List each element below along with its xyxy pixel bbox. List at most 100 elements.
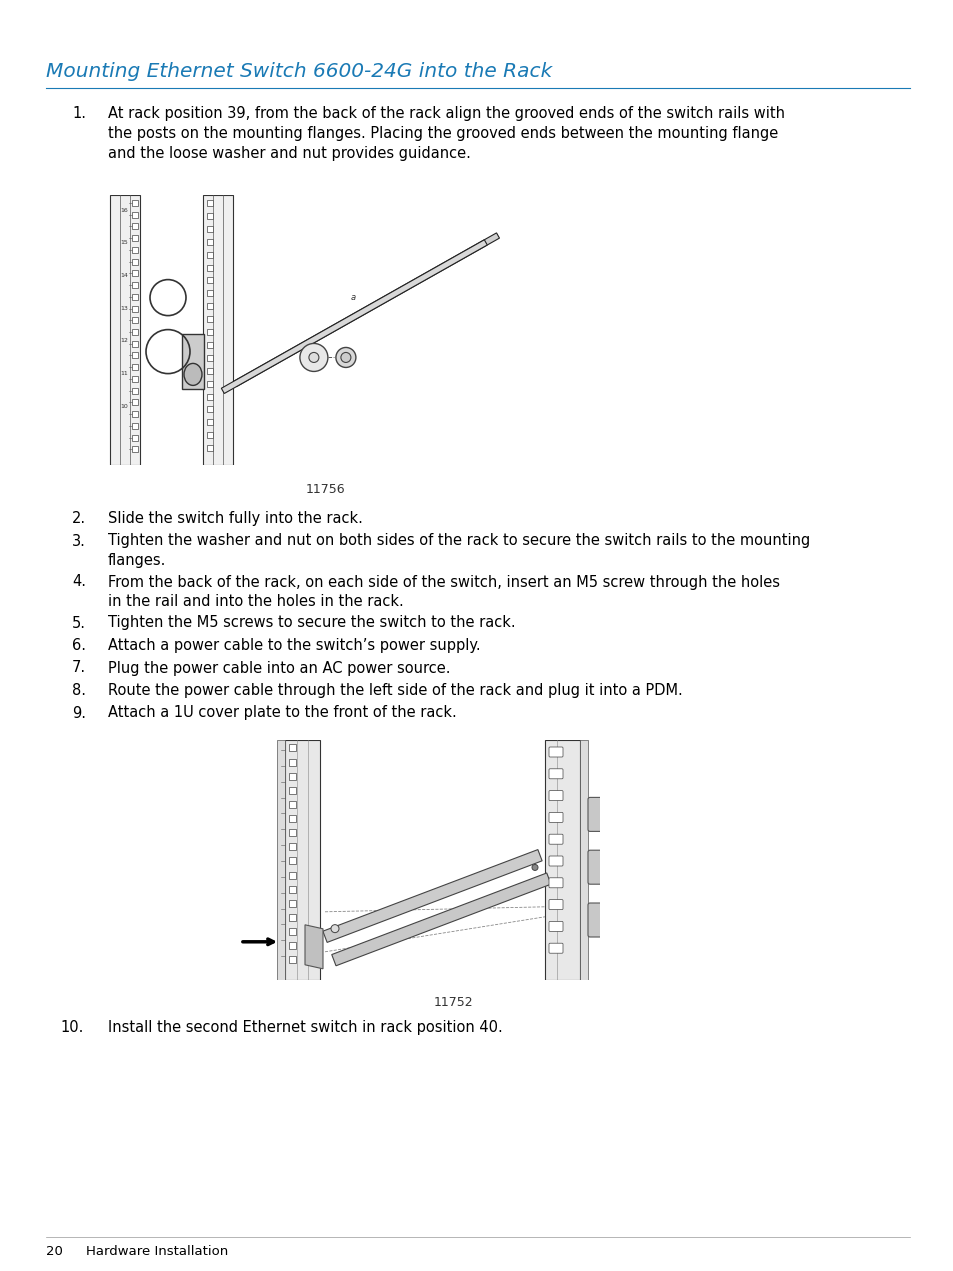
Bar <box>132 235 138 241</box>
Bar <box>289 858 295 864</box>
Text: 20: 20 <box>46 1246 63 1258</box>
Bar <box>207 264 213 271</box>
Bar <box>207 239 213 245</box>
Text: Attach a power cable to the switch’s power supply.: Attach a power cable to the switch’s pow… <box>108 638 480 653</box>
Text: Tighten the washer and nut on both sides of the rack to secure the switch rails : Tighten the washer and nut on both sides… <box>108 534 809 568</box>
Text: Mounting Ethernet Switch 6600-24G into the Rack: Mounting Ethernet Switch 6600-24G into t… <box>46 62 552 81</box>
FancyBboxPatch shape <box>548 943 562 953</box>
Bar <box>289 829 295 836</box>
Bar <box>289 773 295 779</box>
Circle shape <box>331 924 338 933</box>
Bar <box>544 740 579 980</box>
Text: Hardware Installation: Hardware Installation <box>86 1246 228 1258</box>
Bar <box>182 334 204 389</box>
Ellipse shape <box>335 347 355 367</box>
Bar <box>207 407 213 412</box>
Bar <box>579 740 587 980</box>
Text: 15: 15 <box>120 240 128 245</box>
FancyBboxPatch shape <box>548 921 562 932</box>
Text: From the back of the rack, on each side of the switch, insert an M5 screw throug: From the back of the rack, on each side … <box>108 574 780 609</box>
FancyBboxPatch shape <box>548 769 562 779</box>
Bar <box>289 801 295 808</box>
Bar <box>132 352 138 358</box>
Bar <box>132 224 138 230</box>
Bar <box>289 928 295 935</box>
Bar <box>285 740 319 980</box>
Text: 8.: 8. <box>71 683 86 698</box>
Circle shape <box>532 864 537 871</box>
Bar <box>289 787 295 794</box>
FancyBboxPatch shape <box>587 850 607 885</box>
Polygon shape <box>332 873 551 966</box>
FancyBboxPatch shape <box>587 902 607 937</box>
Bar <box>207 419 213 426</box>
Text: 11: 11 <box>120 371 128 376</box>
Bar <box>207 394 213 399</box>
Bar <box>207 200 213 206</box>
Text: Tighten the M5 screws to secure the switch to the rack.: Tighten the M5 screws to secure the swit… <box>108 615 515 630</box>
Text: 11756: 11756 <box>305 483 345 496</box>
Bar <box>207 342 213 348</box>
Bar <box>289 759 295 765</box>
Text: At rack position 39, from the back of the rack align the grooved ends of the swi: At rack position 39, from the back of th… <box>108 105 784 160</box>
Bar <box>289 900 295 907</box>
Bar <box>132 258 138 264</box>
Bar <box>207 355 213 361</box>
Text: Plug the power cable into an AC power source.: Plug the power cable into an AC power so… <box>108 661 450 675</box>
Bar <box>289 956 295 963</box>
Bar <box>207 329 213 336</box>
Ellipse shape <box>184 364 202 385</box>
Bar <box>132 305 138 311</box>
FancyBboxPatch shape <box>548 834 562 844</box>
Polygon shape <box>233 233 499 386</box>
Text: 16: 16 <box>120 207 128 212</box>
FancyBboxPatch shape <box>548 791 562 801</box>
Text: Install the second Ethernet switch in rack position 40.: Install the second Ethernet switch in ra… <box>108 1021 502 1035</box>
Bar <box>207 226 213 231</box>
Bar <box>132 282 138 289</box>
Bar <box>207 316 213 322</box>
Bar <box>289 844 295 850</box>
Bar <box>132 435 138 441</box>
Bar <box>132 388 138 394</box>
Text: Route the power cable through the left side of the rack and plug it into a PDM.: Route the power cable through the left s… <box>108 683 682 698</box>
Bar <box>207 252 213 258</box>
Bar <box>132 318 138 323</box>
Text: 10.: 10. <box>60 1021 83 1035</box>
Bar <box>132 376 138 381</box>
Bar <box>132 200 138 206</box>
Bar <box>132 365 138 370</box>
Text: 2.: 2. <box>71 511 86 526</box>
FancyBboxPatch shape <box>548 812 562 822</box>
FancyBboxPatch shape <box>548 855 562 866</box>
Bar <box>132 411 138 417</box>
Bar <box>207 214 213 219</box>
FancyBboxPatch shape <box>548 878 562 888</box>
Bar <box>132 271 138 276</box>
Bar <box>132 423 138 428</box>
Ellipse shape <box>309 352 318 362</box>
Bar <box>110 194 140 465</box>
Bar <box>207 432 213 438</box>
FancyBboxPatch shape <box>587 797 607 831</box>
Text: 9.: 9. <box>71 705 86 721</box>
Bar <box>289 745 295 751</box>
Bar <box>207 367 213 374</box>
Bar <box>276 740 285 980</box>
Text: Slide the switch fully into the rack.: Slide the switch fully into the rack. <box>108 511 362 526</box>
FancyBboxPatch shape <box>548 747 562 758</box>
Bar <box>132 341 138 347</box>
Bar <box>132 329 138 336</box>
Bar <box>289 914 295 921</box>
Ellipse shape <box>340 352 351 362</box>
Bar <box>289 886 295 892</box>
Bar <box>132 294 138 300</box>
Bar <box>207 380 213 386</box>
Bar <box>132 212 138 217</box>
Text: 6.: 6. <box>71 638 86 653</box>
Text: 12: 12 <box>120 338 128 343</box>
Bar <box>207 445 213 451</box>
Bar <box>207 304 213 309</box>
Bar <box>289 942 295 949</box>
Text: 1.: 1. <box>71 105 86 121</box>
